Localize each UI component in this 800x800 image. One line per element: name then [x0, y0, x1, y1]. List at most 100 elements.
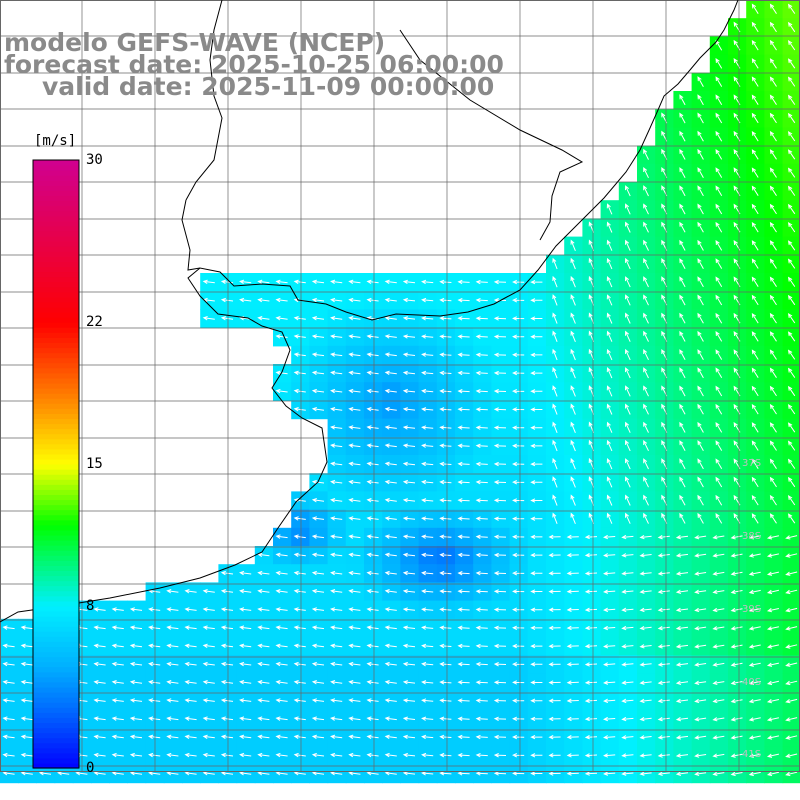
wind-arrow — [748, 735, 761, 740]
wind-arrow — [769, 422, 777, 433]
wind-arrow — [384, 316, 397, 321]
colorbar-swatch — [33, 722, 79, 729]
wind-arrow — [769, 294, 777, 306]
wind-arrow — [570, 385, 576, 397]
wind-arrow — [769, 367, 777, 378]
colorbar-swatch — [33, 205, 79, 212]
wind-arrow — [202, 279, 215, 285]
wind-arrow — [348, 570, 361, 576]
wind-arrow — [657, 716, 670, 722]
wind-arrow — [697, 421, 704, 433]
wind-arrow — [493, 407, 507, 412]
colorbar-swatch — [33, 529, 79, 536]
colorbar-swatch — [33, 509, 79, 516]
wind-arrow — [366, 407, 379, 412]
colorbar-swatch — [33, 580, 79, 587]
wind-arrow — [530, 698, 543, 703]
colorbar-swatch — [33, 545, 79, 551]
wind-arrow — [475, 516, 488, 521]
wind-arrow — [530, 662, 543, 667]
wind-arrow — [787, 367, 796, 378]
wind-arrow — [421, 661, 434, 667]
wind-arrow — [257, 661, 270, 667]
colorbar-swatch — [33, 595, 79, 602]
wind-arrow — [93, 698, 106, 703]
wind-arrow — [769, 240, 777, 251]
wind-arrow — [712, 553, 725, 558]
wind-arrow — [493, 334, 507, 339]
wind-arrow — [457, 570, 470, 576]
colorbar-swatch — [33, 367, 79, 374]
colorbar-swatch — [33, 296, 79, 303]
wind-arrow — [184, 716, 197, 721]
wind-arrow — [202, 316, 215, 321]
wind-arrow — [512, 352, 525, 358]
wind-arrow — [785, 698, 798, 704]
wind-arrow — [748, 699, 761, 704]
wind-arrow — [402, 443, 416, 448]
wind-arrow — [366, 534, 379, 539]
colorbar-swatch — [33, 342, 79, 349]
wind-arrow — [330, 407, 343, 412]
wind-arrow — [311, 589, 325, 594]
wind-arrow — [730, 662, 743, 667]
wind-arrow — [639, 571, 652, 576]
wind-arrow — [293, 552, 306, 558]
wind-arrow — [184, 643, 197, 649]
colorbar-swatch — [33, 737, 79, 744]
wind-arrow — [512, 589, 525, 594]
wind-arrow — [639, 753, 652, 758]
wind-arrow — [694, 644, 707, 649]
wind-arrow — [751, 203, 759, 215]
wind-arrow — [439, 388, 452, 394]
wind-arrow — [530, 461, 543, 467]
wind-arrow — [439, 607, 452, 612]
wind-arrow — [475, 370, 488, 376]
wind-arrow — [530, 753, 543, 758]
wind-arrow — [643, 385, 649, 397]
colorbar-swatch — [33, 590, 79, 597]
wind-arrow — [384, 643, 397, 649]
wind-arrow — [311, 479, 325, 485]
wind-arrow — [202, 698, 215, 703]
wind-arrow — [202, 680, 215, 685]
wind-arrow — [748, 589, 761, 595]
colorbar-swatch — [33, 585, 79, 592]
wind-arrow — [657, 607, 670, 613]
wind-arrow — [402, 625, 416, 630]
wind-arrow — [697, 221, 704, 233]
wind-arrow — [694, 626, 707, 631]
wind-arrow — [384, 716, 397, 721]
wind-arrow — [787, 313, 796, 324]
colorbar-swatch — [33, 681, 79, 688]
wind-arrow — [421, 771, 434, 776]
wind-arrow — [766, 535, 780, 540]
colorbar-swatch — [33, 165, 79, 171]
wind-arrow — [697, 94, 704, 106]
wind-arrow — [639, 735, 652, 740]
wind-arrow — [751, 367, 759, 378]
wind-arrow — [785, 662, 798, 667]
wind-arrow — [311, 661, 325, 667]
wind-arrow — [730, 644, 743, 649]
wind-arrow — [384, 425, 397, 430]
wind-arrow — [293, 352, 306, 357]
wind-arrow — [566, 552, 579, 558]
wind-arrow — [330, 461, 343, 467]
wind-arrow — [603, 716, 616, 722]
wind-arrow — [548, 571, 561, 576]
colorbar-swatch — [33, 241, 79, 247]
colorbar-swatch — [33, 534, 79, 541]
wind-arrow — [787, 222, 796, 233]
wind-arrow — [606, 458, 613, 470]
wind-arrow — [257, 316, 270, 321]
wind-arrow — [348, 297, 361, 303]
wind-arrow — [787, 112, 796, 124]
wind-arrow — [20, 752, 33, 758]
wind-arrow — [697, 494, 704, 506]
wind-arrow — [639, 589, 652, 594]
wind-arrow — [402, 570, 416, 576]
wind-arrow — [439, 552, 452, 558]
lat-lon-grid — [0, 0, 800, 772]
wind-arrow — [530, 480, 543, 485]
